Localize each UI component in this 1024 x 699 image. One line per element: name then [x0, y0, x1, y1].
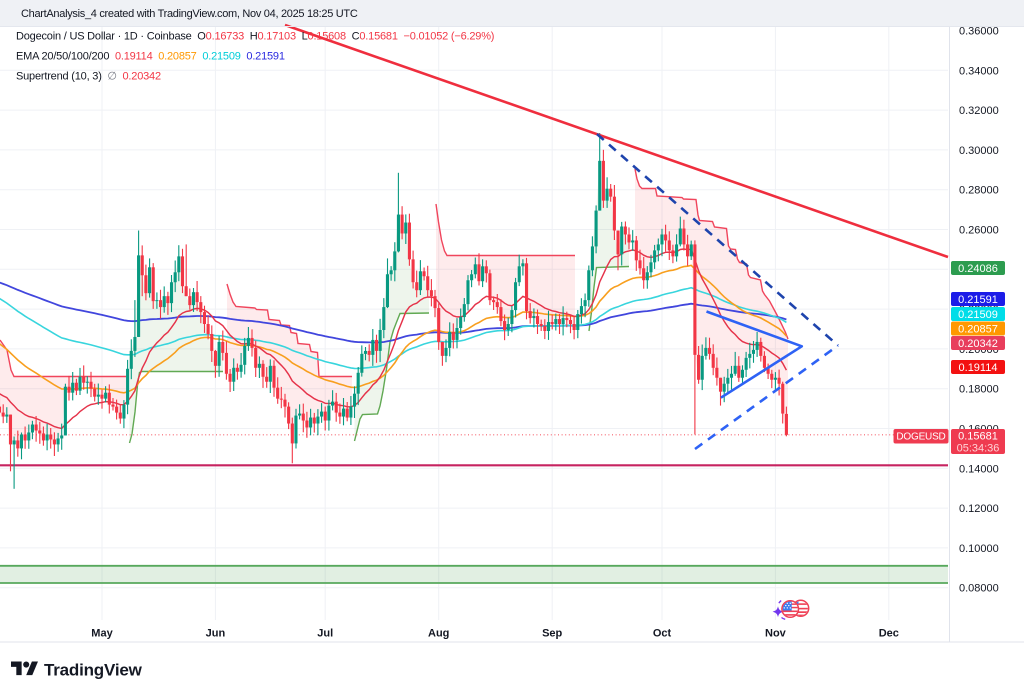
svg-text:0.21591: 0.21591: [958, 294, 998, 306]
svg-text:0.14000: 0.14000: [959, 463, 999, 475]
svg-text:ChartAnalysis_4 created with T: ChartAnalysis_4 created with TradingView…: [21, 8, 358, 20]
svg-text:0.20342: 0.20342: [958, 338, 998, 350]
svg-text:Jul: Jul: [317, 628, 333, 640]
svg-text:0.24086: 0.24086: [958, 263, 998, 275]
svg-text:DOGEUSD: DOGEUSD: [896, 432, 945, 443]
svg-text:Jun: Jun: [206, 628, 226, 640]
svg-text:0.30000: 0.30000: [959, 145, 999, 157]
svg-text:EMA 20/50/100/200 0.19114 0.: EMA 20/50/100/200 0.19114 0.20857 0.2150…: [16, 51, 285, 63]
svg-text:Supertrend (10, 3) ∅ 0.20342: Supertrend (10, 3) ∅ 0.20342: [16, 71, 161, 83]
svg-text:0.21509: 0.21509: [958, 309, 998, 321]
svg-text:TradingView: TradingView: [44, 660, 143, 679]
svg-text:0.32000: 0.32000: [959, 105, 999, 117]
svg-text:0.19114: 0.19114: [959, 362, 998, 374]
svg-text:Dogecoin / US Dollar · 1D · Co: Dogecoin / US Dollar · 1D · Coinbase O0.…: [16, 31, 494, 43]
svg-text:0.34000: 0.34000: [959, 65, 999, 77]
svg-text:0.28000: 0.28000: [959, 185, 999, 197]
svg-text:0.12000: 0.12000: [959, 503, 999, 515]
svg-text:0.26000: 0.26000: [959, 225, 999, 237]
svg-text:Nov: Nov: [765, 628, 787, 640]
svg-text:0.20857: 0.20857: [958, 323, 998, 335]
svg-text:Dec: Dec: [879, 628, 899, 640]
svg-text:May: May: [91, 628, 113, 640]
svg-text:05:34:36: 05:34:36: [957, 443, 1000, 455]
svg-text:Oct: Oct: [653, 628, 672, 640]
svg-text:0.08000: 0.08000: [959, 583, 999, 595]
svg-text:Sep: Sep: [542, 628, 562, 640]
svg-text:0.18000: 0.18000: [959, 384, 999, 396]
svg-text:0.10000: 0.10000: [959, 543, 999, 555]
svg-text:Aug: Aug: [428, 628, 449, 640]
svg-text:0.36000: 0.36000: [959, 26, 999, 38]
svg-text:0.15681: 0.15681: [958, 431, 998, 443]
